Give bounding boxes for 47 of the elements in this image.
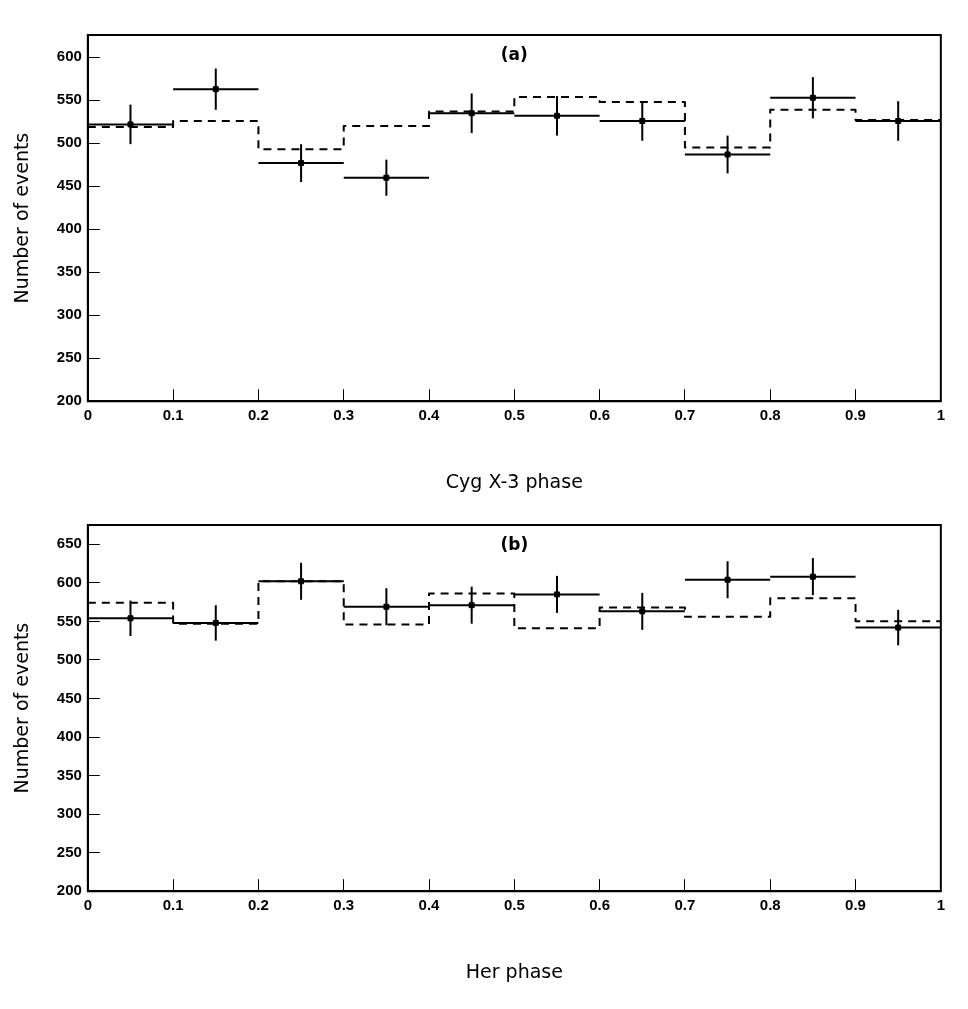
x-tick-label: 0.6 — [589, 406, 611, 424]
y-tick-label: 350 — [56, 262, 82, 280]
x-tick-label: 0.1 — [162, 406, 184, 424]
x-tick-label: 0.4 — [418, 896, 441, 914]
x-tick-label: 0.1 — [162, 896, 184, 914]
x-tick-label: 0.7 — [674, 406, 696, 424]
annotation: (b) — [500, 533, 529, 554]
y-tick-label: 200 — [56, 881, 82, 899]
x-tick-label: 0.8 — [759, 406, 781, 424]
y-tick-label: 550 — [56, 90, 82, 108]
x-tick-label: 0.6 — [589, 896, 611, 914]
y-tick-label: 450 — [56, 176, 82, 194]
y-tick-label: 200 — [56, 391, 82, 409]
x-tick-label: 0.5 — [503, 406, 525, 424]
y-tick-label: 600 — [56, 47, 82, 65]
y-tick-label: 500 — [56, 650, 82, 668]
y-tick-label: 400 — [56, 219, 82, 237]
x-tick-label: 0.2 — [248, 406, 269, 424]
y-tick-label: 400 — [56, 727, 82, 745]
x-tick-label: 0.5 — [503, 896, 525, 914]
y-axis-title: Number of events — [10, 132, 33, 304]
annotation: (a) — [500, 43, 528, 64]
y-tick-label: 350 — [56, 765, 82, 783]
x-tick-label: 0.4 — [418, 406, 441, 424]
y-tick-label: 300 — [56, 305, 82, 323]
x-tick-label: 0.8 — [759, 896, 781, 914]
x-axis-title: Her phase — [465, 959, 563, 982]
y-tick-label: 500 — [56, 133, 82, 151]
x-tick-label: 0 — [83, 896, 92, 914]
x-axis-title: Cyg X-3 phase — [445, 469, 583, 492]
x-tick-label: 1 — [936, 896, 945, 914]
x-tick-label: 0.2 — [248, 896, 269, 914]
x-tick-label: 0.3 — [333, 896, 355, 914]
y-tick-label: 650 — [56, 534, 82, 552]
y-tick-label: 250 — [56, 348, 82, 366]
x-tick-label: 0.9 — [845, 896, 866, 914]
x-tick-label: 0.3 — [333, 406, 355, 424]
x-tick-label: 0 — [83, 406, 92, 424]
x-tick-label: 0.9 — [845, 406, 866, 424]
y-tick-label: 600 — [56, 572, 82, 590]
y-tick-label: 250 — [56, 842, 82, 860]
y-tick-label: 300 — [56, 804, 82, 822]
y-tick-label: 550 — [56, 611, 82, 629]
y-axis-title: Number of events — [10, 622, 33, 794]
x-tick-label: 1 — [936, 406, 945, 424]
x-tick-label: 0.7 — [674, 896, 696, 914]
y-tick-label: 450 — [56, 688, 82, 706]
